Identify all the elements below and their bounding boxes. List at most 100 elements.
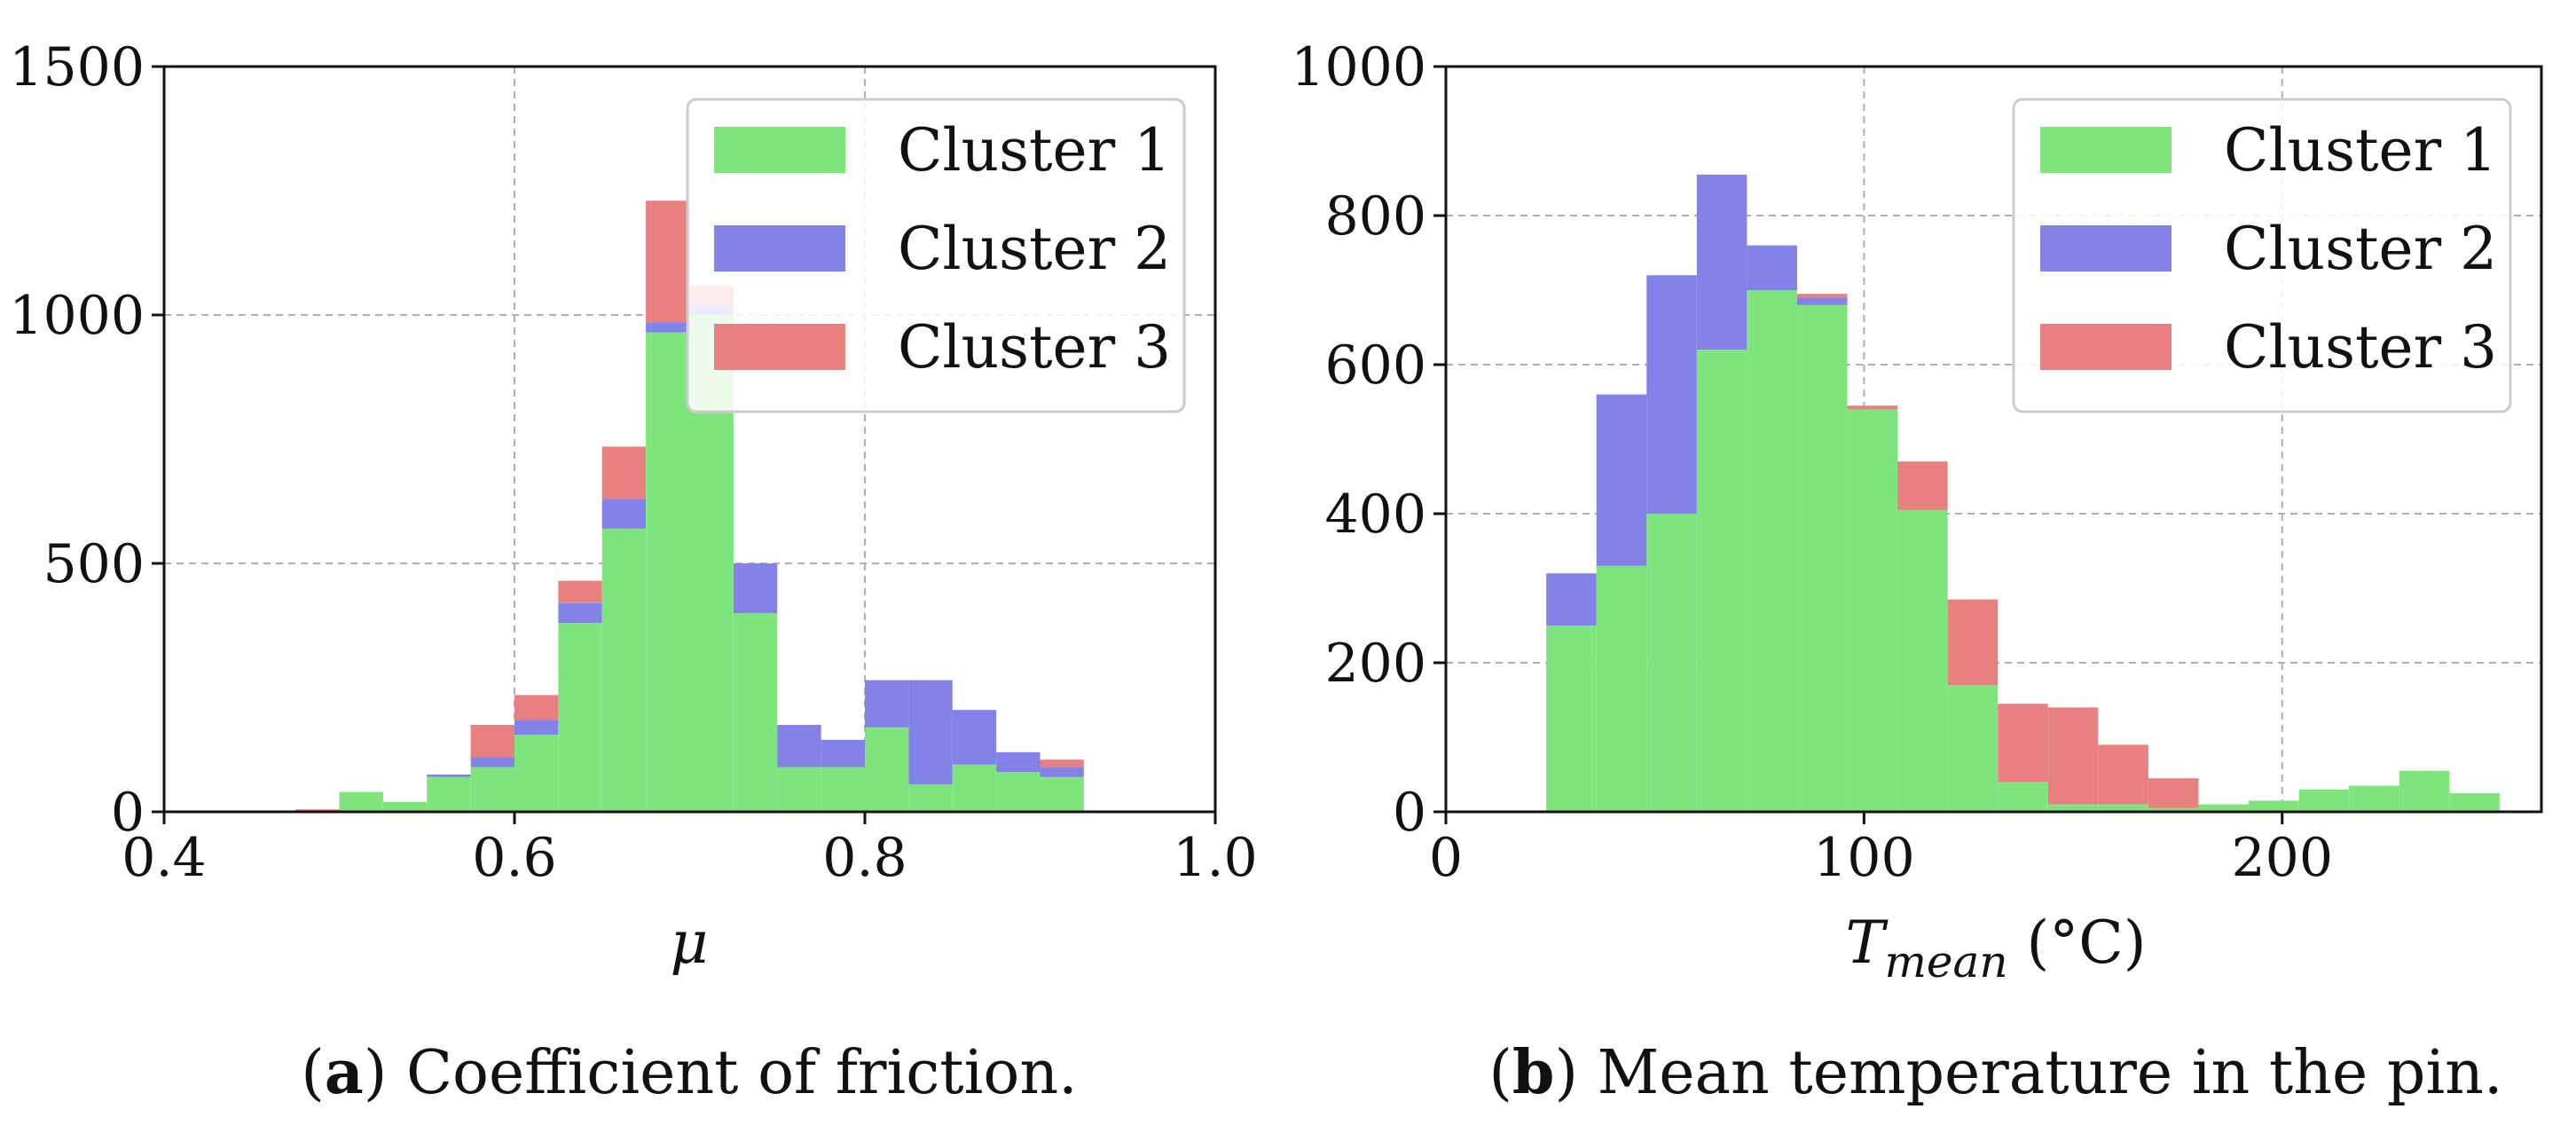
panel-b-bar-cluster-1-bin-18 bbox=[2449, 793, 2500, 812]
panel-a-bar-cluster-1-bin-11 bbox=[777, 767, 821, 812]
panel-b-bars bbox=[1546, 174, 2500, 812]
panel-b-legend-label-cluster-2: Cluster 2 bbox=[2224, 215, 2497, 283]
panel-a-legend-swatch-cluster-3 bbox=[714, 324, 845, 370]
panel-b-bar-cluster-3-bin-10 bbox=[2047, 707, 2099, 805]
panel-a-caption-label: a bbox=[325, 1037, 364, 1108]
panel-b-ytick-label: 0 bbox=[1393, 782, 1426, 844]
panel-a-bar-cluster-1-bin-8 bbox=[646, 332, 690, 813]
panel-b-bar-cluster-3-bin-7 bbox=[1897, 461, 1948, 510]
panel-b-ytick-label: 200 bbox=[1324, 633, 1426, 695]
panel-b-axes-frame bbox=[1444, 65, 2543, 814]
panel-b-bar-cluster-1-bin-6 bbox=[1847, 409, 1898, 812]
panel-a-bar-cluster-1-bin-1 bbox=[339, 791, 383, 812]
panel-b-xlabel-symbol: T bbox=[1845, 909, 1889, 977]
panel-a-bar-cluster-3-bin-5 bbox=[514, 695, 559, 720]
panel-a-bar-cluster-1-bin-3 bbox=[427, 776, 471, 812]
panel-b-bar-cluster-2-bin-0 bbox=[1546, 573, 1597, 625]
panel-b-bar-cluster-1-bin-12 bbox=[2148, 807, 2199, 812]
panel-a-bar-cluster-2-bin-3 bbox=[427, 775, 471, 777]
panel-a-legend-label-cluster-3: Cluster 3 bbox=[898, 313, 1171, 382]
panel-b-bar-cluster-1-bin-4 bbox=[1747, 290, 1797, 812]
panel-b-ticks: 0 100 200 0 200 400 600 800 1000 bbox=[1291, 36, 2333, 889]
panel-a-caption-text: Coefficient of friction. bbox=[387, 1038, 1077, 1108]
panel-b-bar-cluster-2-bin-3 bbox=[1696, 174, 1747, 350]
panel-a-bar-cluster-1-bin-10 bbox=[733, 613, 778, 812]
panel-b-bar-cluster-1-bin-9 bbox=[1998, 782, 2048, 812]
panel-b-ytick-label: 1000 bbox=[1291, 36, 1426, 98]
panel-b-legend-swatch-cluster-3 bbox=[2040, 324, 2172, 370]
panel-b-legend-label-cluster-3: Cluster 3 bbox=[2224, 313, 2497, 382]
panel-a-bar-cluster-1-bin-4 bbox=[470, 767, 514, 812]
panel-b-bar-cluster-1-bin-13 bbox=[2198, 804, 2250, 812]
panel-a: 0.4 0.6 0.8 1.0 0 500 1000 1500 μ Cluster 1 Clu… bbox=[9, 36, 1257, 1108]
panel-a-bar-cluster-2-bin-4 bbox=[470, 757, 514, 767]
panel-b-bar-cluster-1-bin-2 bbox=[1646, 514, 1697, 812]
panel-a-ticks: 0.4 0.6 0.8 1.0 0 500 1000 1500 bbox=[9, 36, 1257, 889]
panel-b-legend: Cluster 1 Cluster 2 Cluster 3 bbox=[2012, 98, 2512, 413]
panel-a-bar-cluster-1-bin-16 bbox=[996, 772, 1041, 812]
panel-b-bar-cluster-3-bin-5 bbox=[1796, 294, 1848, 298]
panel-b-bar-cluster-1-bin-8 bbox=[1947, 685, 1999, 812]
panel-a-legend-swatch-cluster-1 bbox=[714, 127, 845, 173]
panel-b-bar-cluster-1-bin-5 bbox=[1796, 304, 1848, 812]
panel-a-ytick-label: 1000 bbox=[9, 285, 145, 347]
panel-b-ytick-label: 400 bbox=[1324, 484, 1426, 546]
panel-a-legend-label-cluster-2: Cluster 2 bbox=[898, 215, 1171, 283]
panel-a-bar-cluster-2-bin-10 bbox=[733, 563, 778, 613]
panel-b-bar-cluster-1-bin-11 bbox=[2098, 804, 2148, 812]
panel-b-xlabel-subscript: mean bbox=[1885, 936, 2008, 987]
panel-b-legend-label-cluster-1: Cluster 1 bbox=[2224, 116, 2497, 185]
panel-b-bar-cluster-1-bin-10 bbox=[2047, 804, 2099, 812]
panel-b-bar-cluster-1-bin-7 bbox=[1897, 509, 1948, 812]
panel-a-bar-cluster-2-bin-11 bbox=[777, 725, 821, 767]
panel-a-xtick-label: 0.6 bbox=[472, 827, 556, 889]
panel-a-bar-cluster-1-bin-14 bbox=[908, 784, 953, 812]
panel-a-bar-cluster-1-bin-5 bbox=[514, 735, 559, 812]
panel-a-bar-cluster-1-bin-7 bbox=[601, 528, 647, 812]
panel-a-xlabel: μ bbox=[671, 909, 709, 977]
panel-a-ytick-label: 1500 bbox=[9, 36, 145, 98]
panel-a-xtick-label: 0.4 bbox=[122, 827, 206, 889]
panel-a-bar-cluster-1-bin-15 bbox=[952, 764, 997, 812]
panel-b-bar-cluster-3-bin-11 bbox=[2098, 744, 2148, 805]
panel-a-xtick-label: 0.8 bbox=[822, 827, 907, 889]
panel-b-bar-cluster-1-bin-3 bbox=[1696, 350, 1747, 812]
panel-a-bar-cluster-2-bin-7 bbox=[601, 499, 647, 529]
panel-a-axes-frame bbox=[162, 65, 1217, 814]
panel-b-bar-cluster-1-bin-0 bbox=[1546, 625, 1597, 812]
panel-a-bar-cluster-2-bin-14 bbox=[908, 680, 953, 785]
panel-a-legend: Cluster 1 Cluster 2 Cluster 3 bbox=[686, 98, 1186, 413]
panel-b-caption-label: b bbox=[1512, 1037, 1555, 1108]
panel-b-ytick-label: 600 bbox=[1324, 334, 1426, 397]
panel-b-caption: (b) Mean temperature in the pin. bbox=[1488, 1037, 2502, 1108]
panel-b-bar-cluster-1-bin-17 bbox=[2399, 770, 2450, 812]
panel-a-bar-cluster-2-bin-6 bbox=[558, 602, 602, 624]
panel-a-bars bbox=[295, 201, 1084, 813]
panel-b-xtick-label: 100 bbox=[1813, 827, 1915, 889]
panel-a-bar-cluster-1-bin-2 bbox=[382, 801, 428, 812]
panel-b-bar-cluster-2-bin-4 bbox=[1747, 245, 1797, 290]
panel-a-bar-cluster-2-bin-17 bbox=[1040, 767, 1084, 777]
panel-b-bar-cluster-1-bin-16 bbox=[2349, 785, 2399, 812]
panel-a-bar-cluster-2-bin-8 bbox=[646, 322, 690, 333]
panel-a-bar-cluster-2-bin-13 bbox=[865, 680, 909, 728]
panel-b-bar-cluster-1-bin-15 bbox=[2298, 789, 2350, 812]
panel-a-bar-cluster-3-bin-17 bbox=[1040, 759, 1084, 767]
panel-b-xtick-label: 200 bbox=[2231, 827, 2333, 889]
panel-b-bar-cluster-3-bin-6 bbox=[1847, 405, 1898, 410]
panel-a-bar-cluster-3-bin-8 bbox=[646, 201, 690, 323]
panel-b-bar-cluster-1-bin-14 bbox=[2249, 800, 2299, 812]
panel-a-bar-cluster-3-bin-7 bbox=[601, 446, 647, 500]
panel-b-bar-cluster-3-bin-9 bbox=[1998, 704, 2048, 783]
panel-b-legend-swatch-cluster-2 bbox=[2040, 225, 2172, 271]
panel-a-ytick-label: 500 bbox=[43, 533, 145, 595]
panel-b-xlabel: Tmean (°C) bbox=[1845, 909, 2146, 987]
panel-a-bar-cluster-1-bin-13 bbox=[865, 727, 909, 812]
panel-a-legend-swatch-cluster-2 bbox=[714, 225, 845, 271]
panel-a-bar-cluster-3-bin-4 bbox=[470, 725, 514, 758]
panel-a-bar-cluster-2-bin-5 bbox=[514, 720, 559, 736]
panel-b-bar-cluster-3-bin-12 bbox=[2148, 778, 2199, 808]
panel-a-legend-label-cluster-1: Cluster 1 bbox=[898, 116, 1171, 185]
panel-a-bar-cluster-2-bin-12 bbox=[821, 739, 865, 767]
